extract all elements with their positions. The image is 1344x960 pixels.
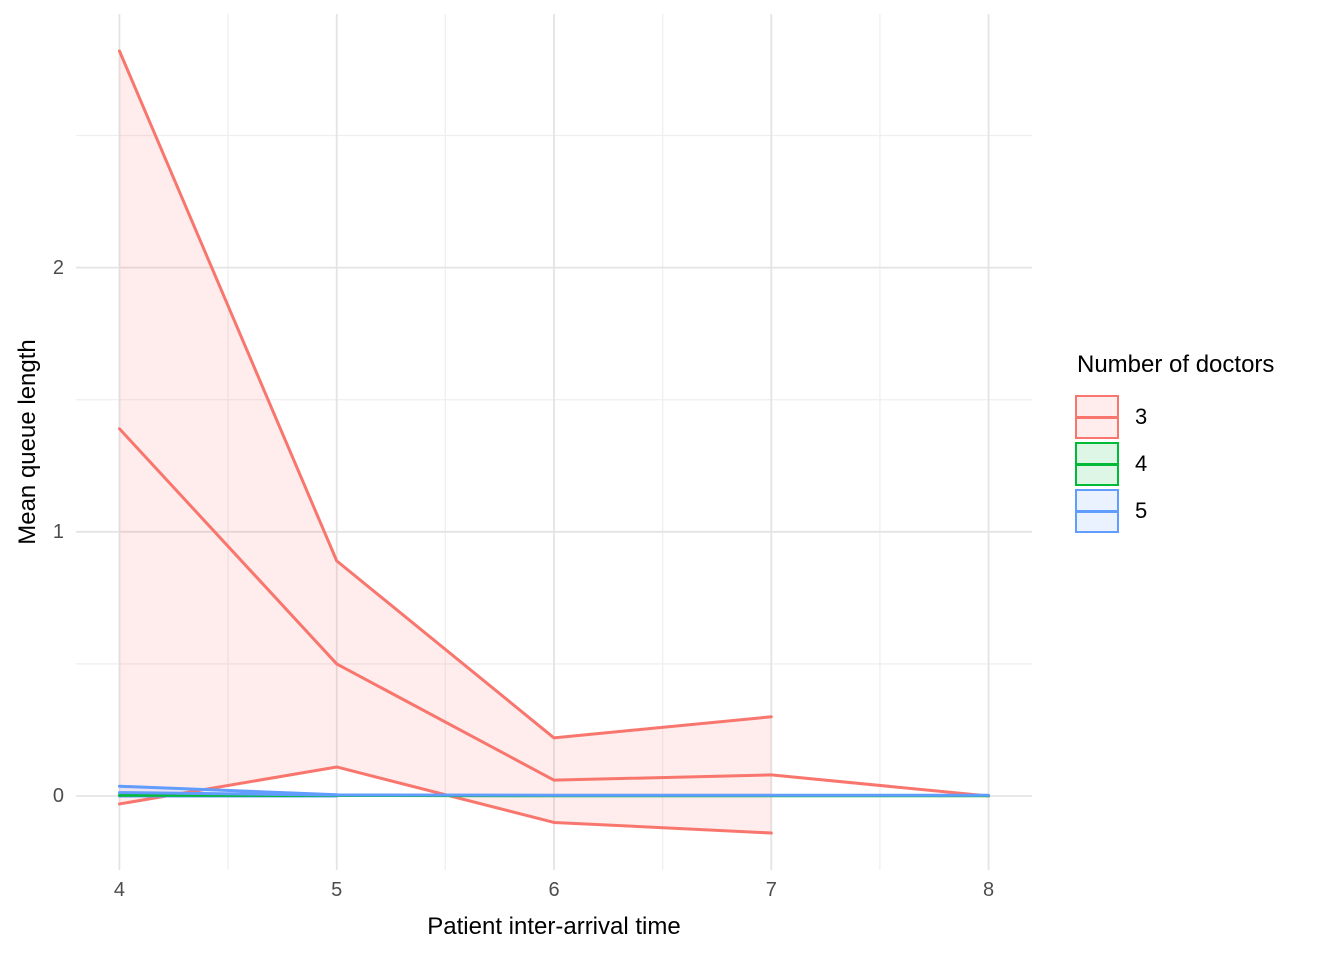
legend-item-label: 4: [1135, 451, 1148, 476]
legend-item-label: 3: [1135, 404, 1148, 429]
legend-key-swatch-green: [1075, 442, 1119, 486]
legend-key-line-icon: [1077, 462, 1117, 466]
x-tick-label: 7: [765, 879, 777, 901]
upper-bound-line-3-doctors: [117, 49, 773, 740]
legend-title: Number of doctors: [1077, 351, 1275, 378]
confidence-ribbon-3-doctors: [119, 50, 772, 834]
y-tick-label: 2: [52, 256, 64, 279]
y-tick-label: 1: [52, 520, 64, 543]
y-axis-title: Mean queue length: [14, 339, 41, 545]
legend-key-line-icon: [1077, 509, 1117, 513]
legend-key-swatch-red: [1075, 395, 1119, 439]
legend-item-4-doctors: 4: [1075, 442, 1335, 486]
mean-line-5-doctors: [117, 791, 991, 797]
y-tick-label: 0: [52, 785, 64, 808]
legend-key-swatch-blue: [1075, 489, 1119, 533]
mean-line-3-doctors: [117, 427, 991, 798]
x-tick-label: 8: [982, 879, 995, 901]
legend: Number of doctors 3 4 5: [1075, 350, 1335, 536]
legend-item-3-doctors: 3: [1075, 395, 1335, 439]
x-tick-label: 4: [113, 879, 126, 901]
legend-item-5-doctors: 5: [1075, 489, 1335, 533]
x-tick-label: 5: [331, 879, 343, 901]
x-tick-label: 6: [548, 879, 560, 901]
x-axis-title: Patient inter-arrival time: [427, 913, 681, 940]
legend-item-label: 5: [1135, 498, 1148, 523]
legend-key-line-icon: [1077, 415, 1117, 419]
